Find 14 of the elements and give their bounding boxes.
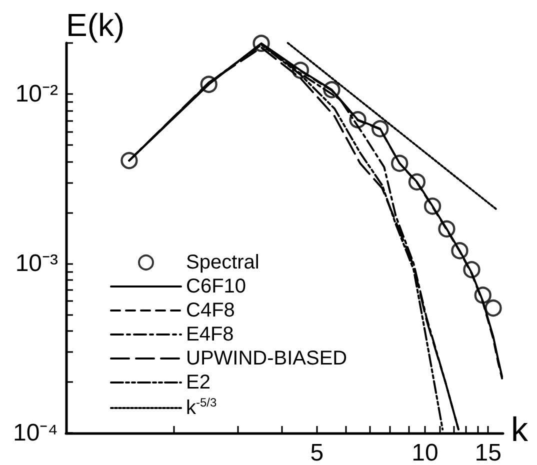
legend-label: C6F10 xyxy=(186,276,246,298)
y-axis-title: E(k) xyxy=(66,7,125,43)
x-tick-label: 15 xyxy=(474,440,502,465)
y-tick-label: 10⁻⁴ xyxy=(12,420,58,446)
x-tick-label: 10 xyxy=(412,440,438,465)
legend-label: E2 xyxy=(186,372,210,394)
legend-label: E4F8 xyxy=(186,324,234,346)
legend-label: C4F8 xyxy=(186,300,235,322)
y-tick-label: 10⁻² xyxy=(15,80,58,108)
legend-label: UPWIND-BIASED xyxy=(186,348,348,370)
legend-label: Spectral xyxy=(186,252,260,274)
x-tick-label: 5 xyxy=(310,440,324,465)
x-axis-title: k xyxy=(511,411,529,449)
y-tick-label: 10⁻³ xyxy=(15,250,58,278)
